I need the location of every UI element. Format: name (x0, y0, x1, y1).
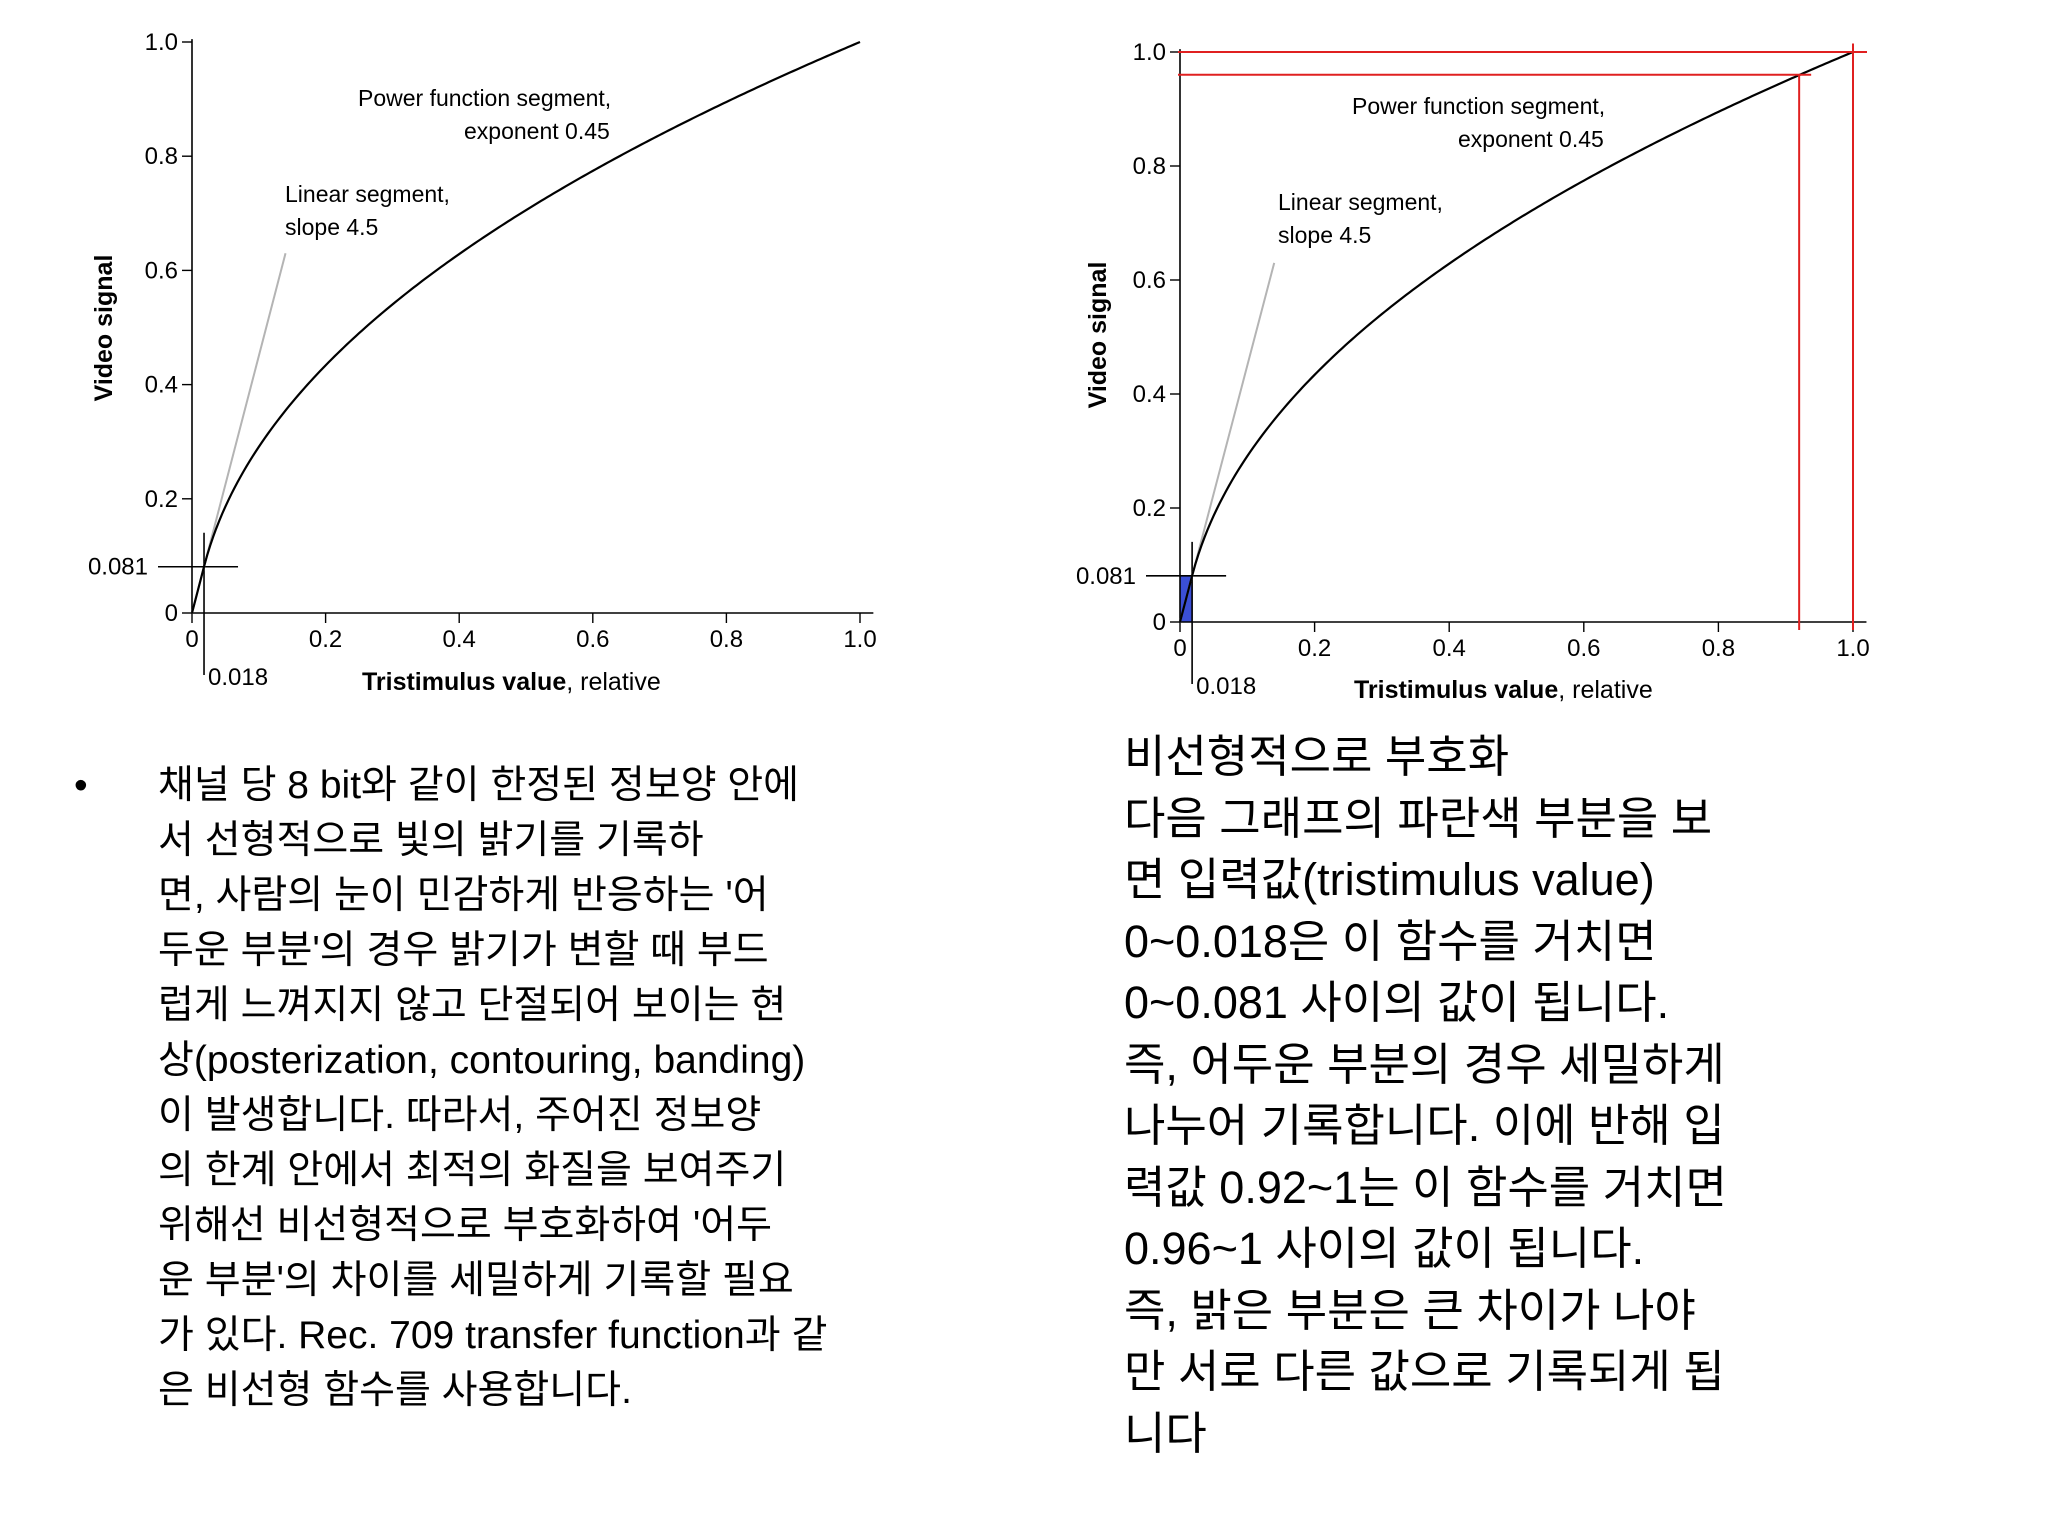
y-tick-label: 0.4 (1133, 381, 1166, 408)
extra-x-tick-label: 0.018 (1196, 673, 1256, 700)
y-tick-label: 0.8 (1133, 153, 1166, 180)
text-line: 두운 부분'의 경우 밝기가 변할 때 부드 (158, 929, 769, 972)
power-annotation-line1: Power function segment, (358, 85, 611, 111)
text-line: 상(posterization, contouring, banding) (158, 1039, 806, 1082)
y-tick-label: 0 (165, 600, 178, 627)
x-tick-label: 0.6 (1567, 635, 1600, 662)
x-tick-label: 0.8 (710, 626, 743, 653)
text-line: 은 비선형 함수를 사용합니다. (158, 1369, 632, 1412)
y-tick-label: 1.0 (145, 29, 178, 56)
y-tick-label: 0.6 (145, 257, 178, 284)
x-tick-label: 1.0 (1836, 635, 1869, 662)
x-axis-title-main: Tristimulus value (1354, 676, 1558, 704)
x-tick-label: 0.6 (576, 626, 609, 653)
x-tick-label: 0.4 (443, 626, 476, 653)
y-tick-label: 0 (1153, 609, 1166, 636)
text-line: 나누어 기록합니다. 이에 반해 입 (1124, 1100, 1725, 1151)
bullet-marker: • (74, 764, 88, 807)
text-line: 0.96~1 사이의 값이 됩니다. (1124, 1223, 1645, 1274)
text-line: 즉, 어두운 부분의 경우 세밀하게 (1124, 1038, 1725, 1090)
right-chart: 00 0.2 0.2 0.4 0.4 0.6 0.6 0.8 0.8 1.0 1.0 0.018 0.0… (1076, 39, 1870, 704)
text-line: 운 부분'의 차이를 세밀하게 기록할 필요 (158, 1259, 794, 1302)
power-annotation-line2: exponent 0.45 (1458, 126, 1604, 152)
y-tick-label: 1.0 (1133, 39, 1166, 66)
x-tick-label: 0.8 (1702, 635, 1735, 662)
text-line: 서 선형적으로 빛의 밝기를 기록하 (158, 819, 704, 862)
x-axis-title: Tristimulus value, relative (362, 668, 661, 696)
text-line: 비선형적으로 부호화 (1124, 731, 1510, 782)
x-tick-label: 0.2 (1298, 635, 1331, 662)
linear-annotation-line2: slope 4.5 (285, 214, 378, 240)
x-tick-label: 0.4 (1433, 635, 1466, 662)
text-line: 럽게 느껴지지 않고 단절되어 보이는 현 (158, 984, 787, 1027)
x-axis-title-main: Tristimulus value (362, 668, 566, 696)
text-line: 채널 당 8 bit와 같이 한정된 정보양 안에 (158, 764, 800, 807)
text-line: 0~0.081 사이의 값이 됩니다. (1124, 977, 1670, 1028)
text-line: 면, 사람의 눈이 민감하게 반응하는 '어 (158, 874, 769, 917)
y-tick-label: 0.4 (145, 372, 178, 399)
x-tick-label: 0.2 (309, 626, 342, 653)
x-axis-title-suffix: , relative (566, 668, 660, 696)
x-axis-title: Tristimulus value, relative (1354, 676, 1653, 704)
power-annotation-line2: exponent 0.45 (464, 118, 610, 144)
y-axis-title: Video signal (90, 255, 118, 402)
text-line: 다음 그래프의 파란색 부분을 보 (1124, 792, 1713, 844)
text-line: 즉, 밝은 부분은 큰 차이가 나야 (1124, 1284, 1696, 1336)
y-tick-label: 0.8 (145, 143, 178, 170)
linear-annotation-line1: Linear segment, (1278, 189, 1443, 215)
text-line: 니다 (1124, 1407, 1207, 1459)
text-line: 면 입력값(tristimulus value) (1124, 854, 1655, 905)
text-line: 위해선 비선형적으로 부호화하여 '어두 (158, 1204, 773, 1247)
y-tick-label: 0.2 (145, 486, 178, 513)
extra-x-tick-label: 0.018 (208, 664, 268, 691)
linear-annotation-line2: slope 4.5 (1278, 222, 1371, 248)
x-tick-label: 0 (185, 626, 198, 653)
x-axis-title-suffix: , relative (1558, 676, 1652, 704)
power-annotation-line1: Power function segment, (1352, 93, 1605, 119)
y-tick-label: 0.6 (1133, 267, 1166, 294)
y-axis-title: Video signal (1084, 262, 1112, 409)
text-line: 가 있다. Rec. 709 transfer function과 같 (158, 1314, 828, 1357)
text-line: 0~0.018은 이 함수를 거치면 (1124, 915, 1657, 967)
y-tick-label: 0.2 (1133, 495, 1166, 522)
text-line: 의 한계 안에서 최적의 화질을 보여주기 (158, 1149, 787, 1192)
transfer-curve (1178, 50, 1854, 623)
text-line: 만 서로 다른 값으로 기록되게 됩 (1124, 1346, 1725, 1397)
text-line: 이 발생합니다. 따라서, 주어진 정보양 (158, 1094, 762, 1137)
linear-annotation-line1: Linear segment, (285, 181, 450, 207)
extra-y-tick-label: 0.081 (1076, 563, 1136, 590)
x-tick-label: 0 (1173, 635, 1186, 662)
extra-y-tick-label: 0.081 (88, 554, 148, 581)
x-tick-label: 1.0 (843, 626, 876, 653)
transfer-curve (190, 40, 861, 614)
text-line: 력값 0.92~1는 이 함수를 거치면 (1124, 1161, 1727, 1213)
left-chart: 00 0.2 0.2 0.4 0.4 0.6 0.6 0.8 0.8 1.0 1.0 0.018 0.0… (88, 29, 877, 696)
